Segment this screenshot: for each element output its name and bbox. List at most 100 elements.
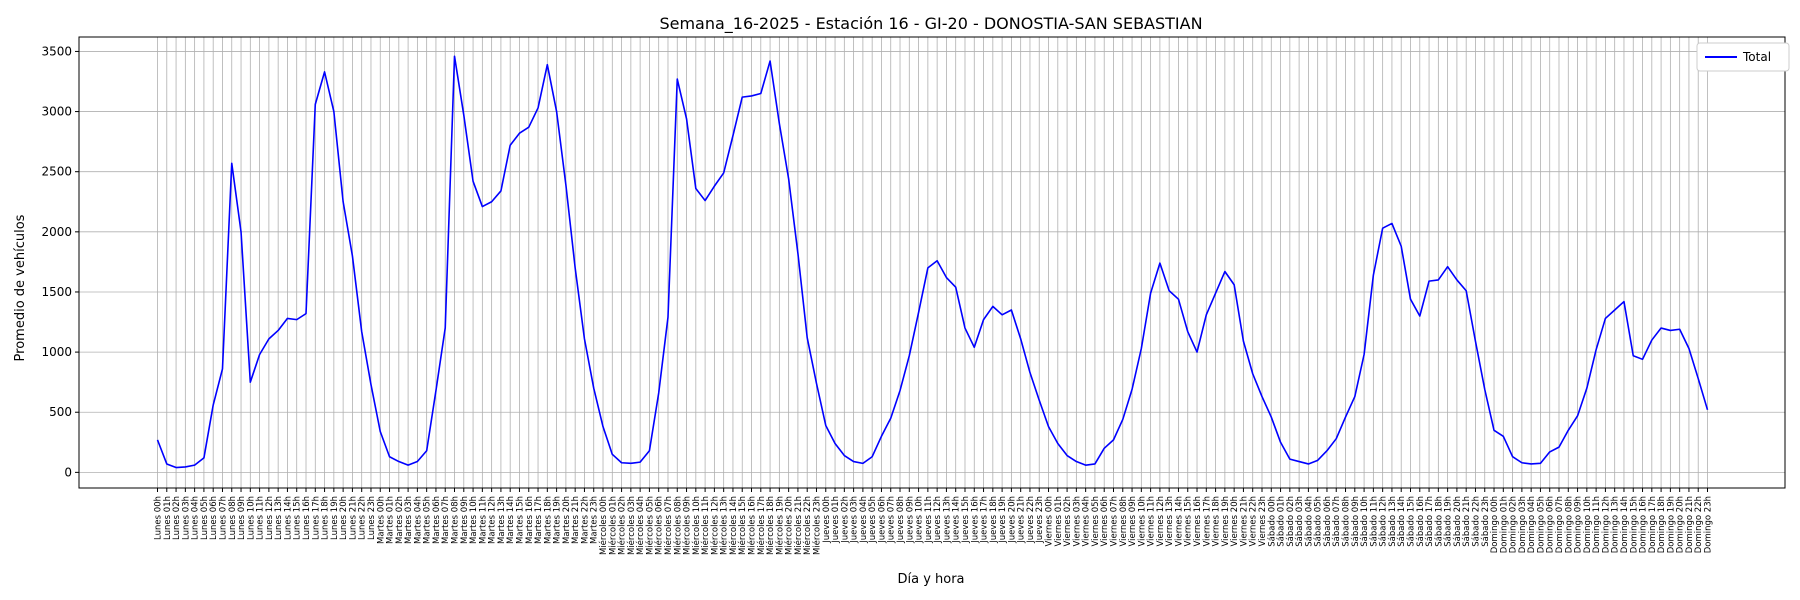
data-point <box>1289 458 1291 460</box>
x-tick-label: Jueves 13h <box>942 496 952 544</box>
data-point <box>1243 340 1245 342</box>
x-tick-label: Domingo 13h <box>1611 496 1621 553</box>
x-tick-label: Viernes 01h <box>1054 496 1064 547</box>
x-tick-label: Lunes 03h <box>181 496 191 540</box>
data-point <box>1224 271 1226 273</box>
x-tick-label: Miércoles 08h <box>672 496 683 555</box>
x-tick-label: Martes 13h <box>497 496 507 544</box>
x-tick-label: Jueves 22h <box>1026 496 1036 544</box>
data-point <box>1159 262 1161 264</box>
data-point <box>1196 351 1198 353</box>
data-point <box>871 456 873 458</box>
data-point <box>1614 309 1616 311</box>
data-point <box>779 123 781 125</box>
data-point <box>1029 372 1031 374</box>
data-point <box>686 118 688 120</box>
x-tick-label: Miércoles 20h <box>784 496 795 555</box>
x-tick-label: Jueves 07h <box>887 496 897 544</box>
y-tick-label: 1000 <box>41 345 72 359</box>
x-tick-label: Jueves 15h <box>961 496 971 544</box>
data-point <box>1085 464 1087 466</box>
data-point <box>1354 396 1356 398</box>
x-tick-label: Jueves 06h <box>877 496 887 544</box>
data-point <box>1438 279 1440 281</box>
x-tick-label: Martes 09h <box>460 496 470 544</box>
data-point <box>296 319 298 321</box>
x-tick-label: Miércoles 19h <box>774 496 785 555</box>
x-tick-label: Domingo 15h <box>1629 496 1639 553</box>
x-tick-label: Miércoles 01h <box>607 496 618 555</box>
data-point <box>259 354 261 356</box>
data-point <box>166 463 168 465</box>
legend-box <box>1696 42 1790 72</box>
x-tick-label: Miércoles 04h <box>635 496 646 555</box>
data-point <box>1326 450 1328 452</box>
x-tick-label: Viernes 19h <box>1221 496 1231 547</box>
data-series-layer <box>156 55 1709 469</box>
data-point <box>175 467 177 469</box>
x-tick-label: Viernes 04h <box>1082 496 1092 547</box>
data-point <box>1660 327 1662 329</box>
x-tick-label: Sábado 22h <box>1471 496 1481 547</box>
data-point <box>1141 348 1143 350</box>
data-point <box>649 450 651 452</box>
x-tick-label: Lunes 12h <box>265 496 275 540</box>
x-tick-label: Martes 05h <box>423 496 433 544</box>
x-tick-label: Martes 23h <box>590 496 600 544</box>
legend-label-total: Total <box>1742 50 1771 64</box>
x-tick-label: Domingo 11h <box>1592 496 1602 553</box>
x-tick-label: Domingo 16h <box>1639 496 1649 553</box>
x-tick-label: Lunes 22h <box>358 496 368 540</box>
data-point <box>324 71 326 73</box>
x-tick-label: Miércoles 12h <box>709 496 720 555</box>
x-tick-label: Jueves 20h <box>1007 496 1017 544</box>
x-tick-label: Lunes 00h <box>154 496 164 540</box>
x-tick-label: Miércoles 00h <box>598 496 609 555</box>
x-tick-label: Jueves 23h <box>1035 496 1045 544</box>
data-point <box>1113 439 1115 441</box>
data-point <box>444 327 446 329</box>
x-tick-label: Martes 06h <box>432 496 442 544</box>
x-tick-label: Domingo 03h <box>1518 496 1528 553</box>
data-point <box>379 431 381 433</box>
x-tick-label: Domingo 20h <box>1676 496 1686 553</box>
x-tick-label: Lunes 01h <box>163 496 173 540</box>
data-point <box>862 463 864 465</box>
data-point <box>1558 446 1560 448</box>
x-tick-label: Martes 18h <box>543 496 553 544</box>
data-point <box>909 355 911 357</box>
x-tick-label: Lunes 19h <box>330 496 340 540</box>
x-tick-label: Viernes 02h <box>1063 496 1073 547</box>
data-point <box>667 316 669 318</box>
x-tick-label: Viernes 16h <box>1193 496 1203 547</box>
data-point <box>528 126 530 128</box>
data-point <box>1261 396 1263 398</box>
x-tick-label: Sábado 18h <box>1434 496 1444 547</box>
data-point <box>185 466 187 468</box>
x-tick-label: Sábado 17h <box>1425 496 1435 547</box>
x-tick-label: Lunes 07h <box>218 496 228 540</box>
data-point <box>1187 331 1189 333</box>
y-tick-label: 2500 <box>41 165 72 179</box>
data-point <box>1001 314 1003 316</box>
data-point <box>695 188 697 190</box>
x-tick-label: Martes 00h <box>376 496 386 544</box>
x-tick-label: Martes 12h <box>488 496 498 544</box>
x-tick-label: Domingo 14h <box>1620 496 1630 553</box>
data-point <box>1410 298 1412 300</box>
data-point <box>417 461 419 463</box>
data-point <box>556 111 558 113</box>
x-tick-label: Sábado 16h <box>1416 496 1426 547</box>
x-tick-label: Lunes 13h <box>274 496 284 540</box>
data-point <box>1317 460 1319 462</box>
data-point <box>714 185 716 187</box>
x-tick-label: Martes 19h <box>553 496 563 544</box>
data-point <box>222 368 224 370</box>
data-point <box>1549 451 1551 453</box>
series-line-total <box>156 55 1709 469</box>
data-point <box>1066 455 1068 457</box>
data-point <box>853 461 855 463</box>
x-tick-label: Martes 17h <box>534 496 544 544</box>
y-tick-label: 500 <box>49 405 72 419</box>
